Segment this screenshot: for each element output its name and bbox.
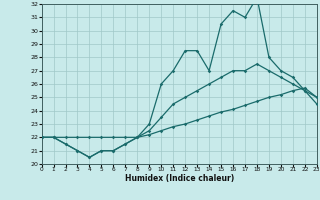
X-axis label: Humidex (Indice chaleur): Humidex (Indice chaleur) bbox=[124, 174, 234, 183]
